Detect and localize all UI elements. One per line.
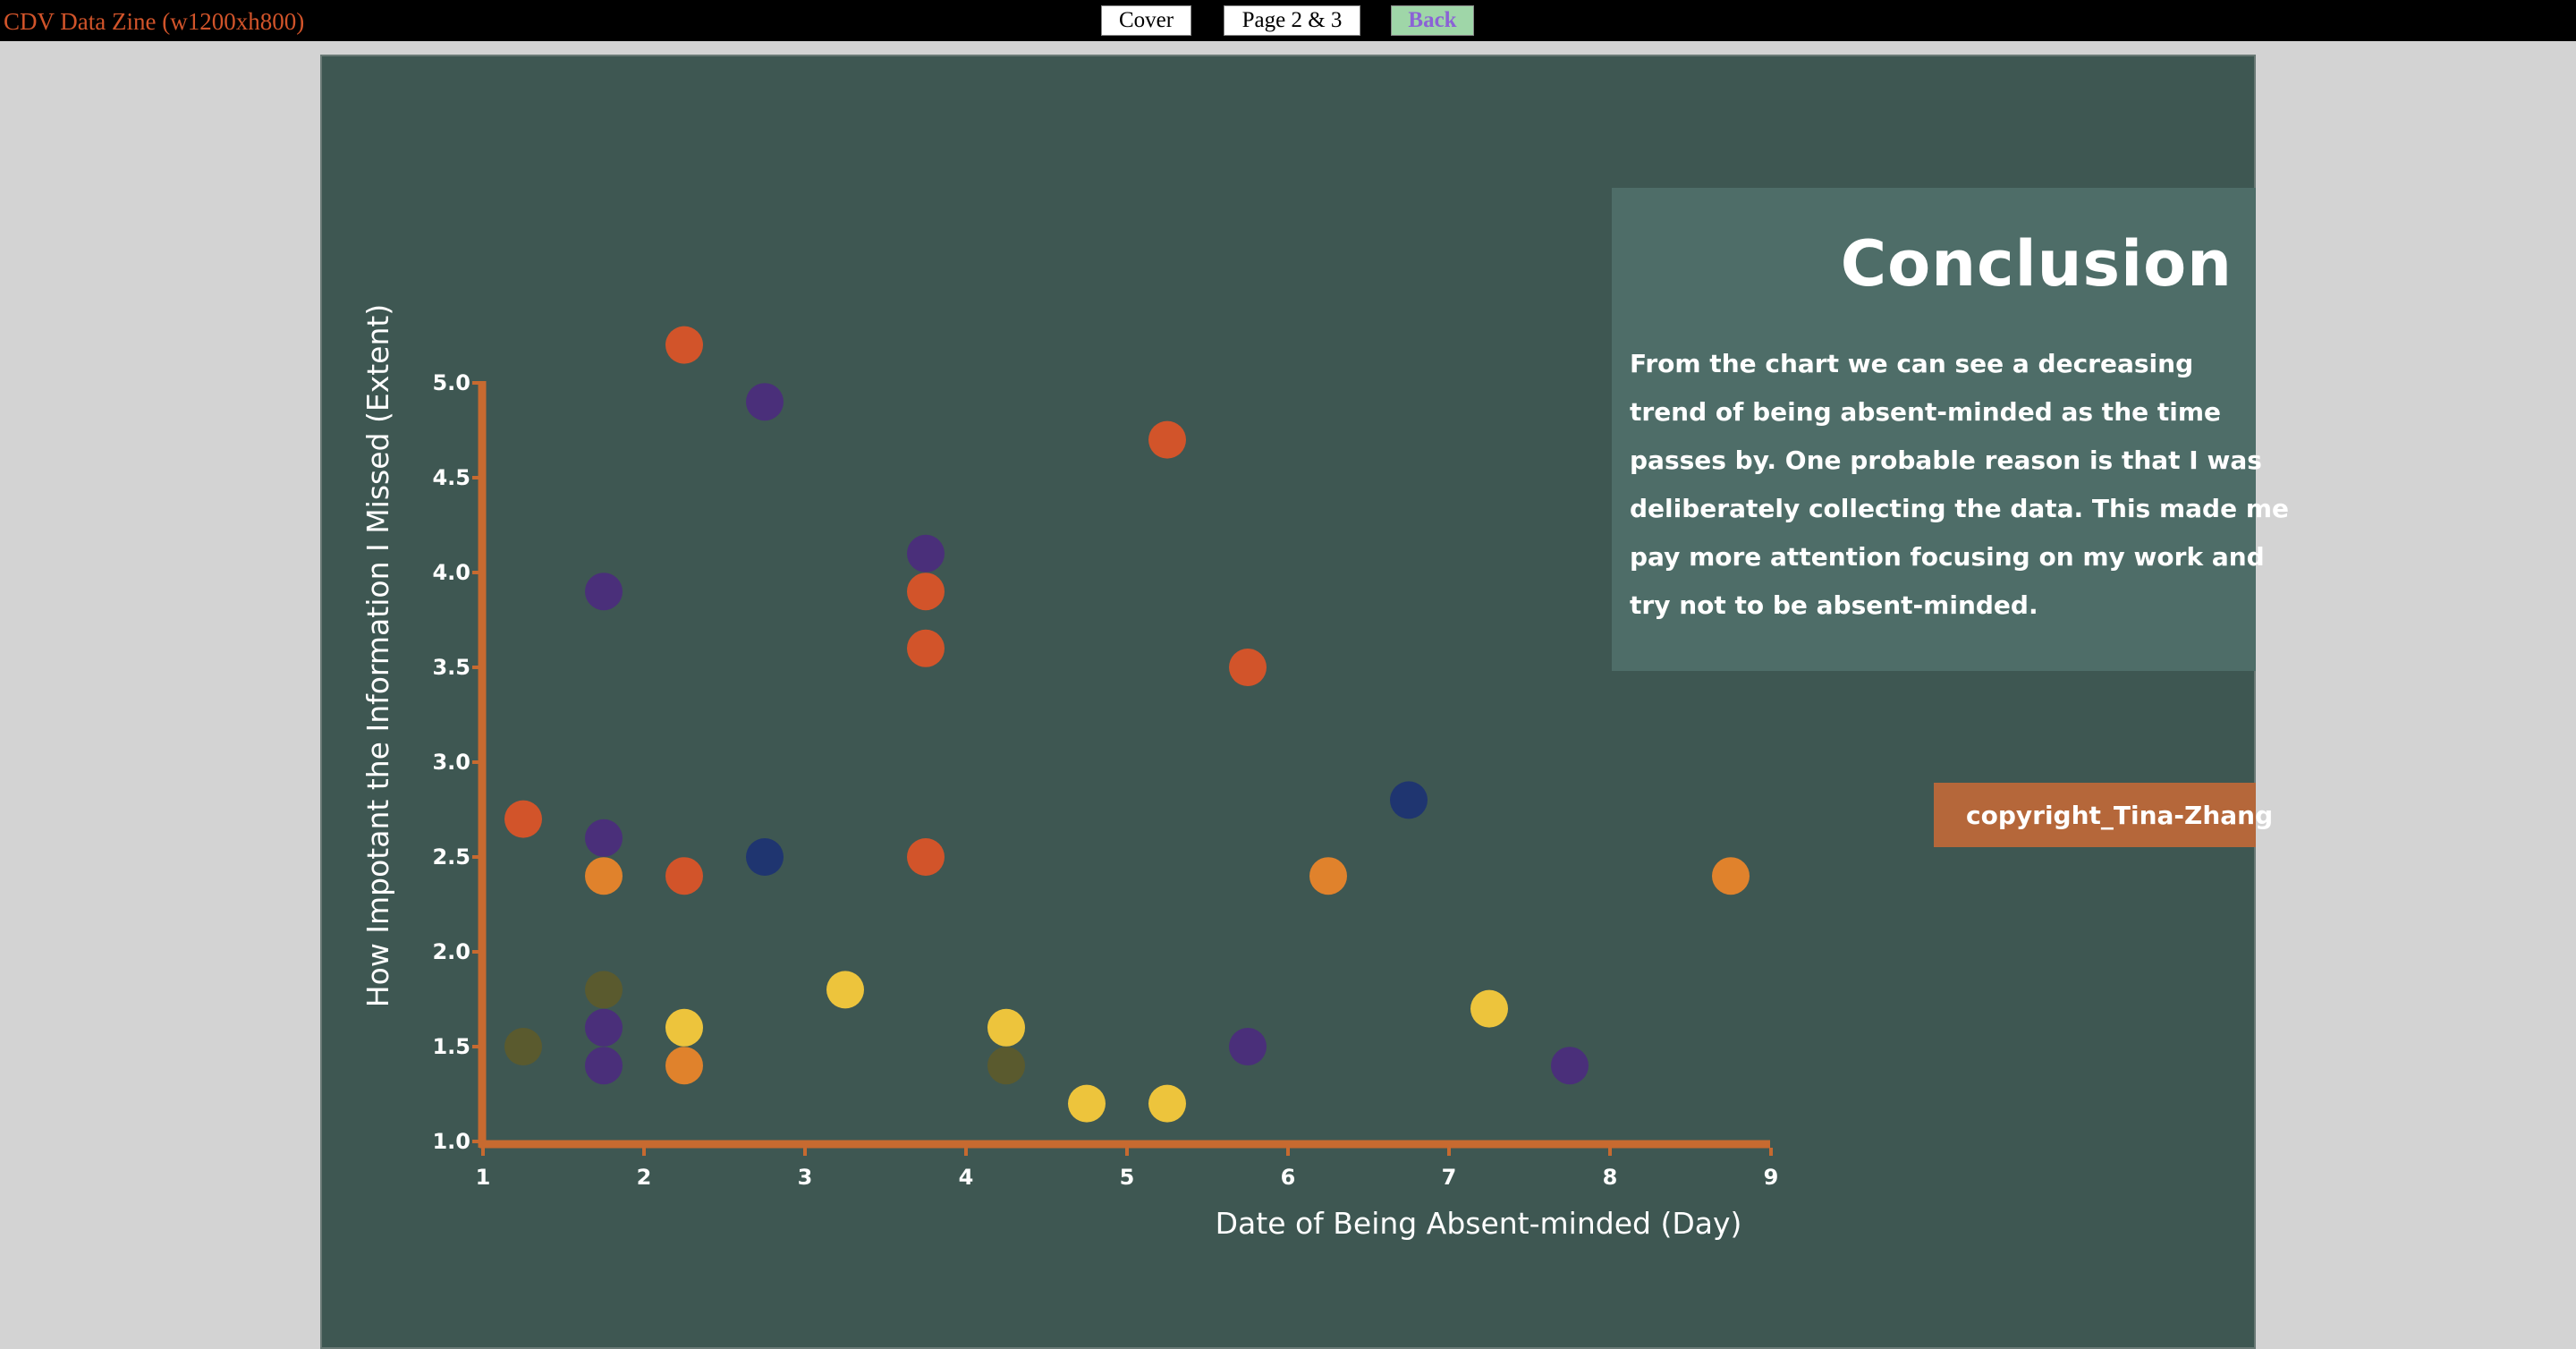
- data-point: [585, 573, 623, 611]
- conclusion-line: trend of being absent-minded as the time: [1630, 397, 2222, 427]
- x-tick-label: 1: [476, 1165, 491, 1190]
- site-title: CDV Data Zine (w1200xh800): [4, 8, 305, 35]
- x-tick-label: 6: [1281, 1165, 1296, 1190]
- data-point: [987, 1047, 1025, 1085]
- y-tick-label: 1.5: [432, 1034, 470, 1059]
- conclusion-text: From the chart we can see a decreasing t…: [1630, 340, 2289, 630]
- data-point: [907, 534, 945, 573]
- x-tick-label: 7: [1442, 1165, 1457, 1190]
- page-2-3-button[interactable]: Page 2 & 3: [1224, 5, 1360, 36]
- back-button[interactable]: Back: [1391, 5, 1474, 36]
- conclusion-panel: Conclusion From the chart we can see a d…: [1612, 188, 2289, 671]
- x-tick-label: 4: [959, 1165, 974, 1190]
- zine-page: 1 2 3 4 5 6 7 8 9 1.0 1.5 2.0 2.5 3.0 3.5 4.0 4.5 5.0 Dat…: [320, 55, 2289, 1349]
- data-point: [585, 857, 623, 895]
- conclusion-title: Conclusion: [1840, 227, 2233, 301]
- conclusion-line: passes by. One probable reason is that I…: [1630, 445, 2262, 475]
- x-tick-label: 8: [1603, 1165, 1618, 1190]
- y-axis-title: How Impotant the Information I Missed (E…: [360, 304, 395, 1007]
- data-point: [1148, 1084, 1186, 1123]
- y-tick-label: 3.0: [432, 750, 470, 775]
- data-point: [665, 1008, 703, 1047]
- data-point: [585, 971, 623, 1009]
- x-tick-label: 9: [1764, 1165, 1779, 1190]
- conclusion-line: deliberately collecting the data. This m…: [1630, 494, 2289, 523]
- data-point: [1068, 1084, 1106, 1123]
- data-point: [504, 1028, 542, 1065]
- conclusion-line: From the chart we can see a decreasing: [1630, 349, 2194, 378]
- y-tick-label: 3.5: [432, 655, 470, 680]
- data-point: [504, 800, 542, 838]
- y-tick-label: 1.0: [432, 1129, 470, 1154]
- copyright-text: copyright_Tina-Zhang: [1966, 801, 2274, 830]
- y-tick-label: 2.5: [432, 844, 470, 870]
- data-point: [1148, 420, 1186, 459]
- top-bar: CDV Data Zine (w1200xh800) Cover Page 2 …: [0, 0, 2576, 41]
- x-tick-label: 5: [1120, 1165, 1135, 1190]
- data-points: [504, 326, 1750, 1123]
- y-tick-label: 5.0: [432, 370, 470, 395]
- data-point: [1390, 781, 1428, 819]
- x-tick-label: 3: [798, 1165, 813, 1190]
- data-point: [665, 857, 703, 895]
- data-point: [746, 383, 784, 421]
- x-axis-title: Date of Being Absent-minded (Day): [1216, 1206, 1742, 1241]
- data-point: [665, 1047, 703, 1085]
- scatter-chart: 1 2 3 4 5 6 7 8 9 1.0 1.5 2.0 2.5 3.0 3.5 4.0 4.5 5.0 Dat…: [360, 304, 1778, 1241]
- axes: 1 2 3 4 5 6 7 8 9 1.0 1.5 2.0 2.5 3.0 3.5 4.0 4.5 5.0: [432, 370, 1778, 1190]
- data-point: [746, 838, 784, 876]
- data-point: [1229, 1028, 1267, 1065]
- data-point: [907, 629, 945, 667]
- conclusion-line: try not to be absent-minded.: [1630, 590, 2038, 620]
- data-point: [585, 819, 623, 857]
- data-point: [1551, 1047, 1589, 1085]
- data-point: [987, 1008, 1025, 1047]
- data-point: [826, 971, 864, 1009]
- cover-button[interactable]: Cover: [1101, 5, 1191, 36]
- copyright-badge: copyright_Tina-Zhang: [1934, 783, 2273, 847]
- data-point: [907, 838, 945, 876]
- data-point: [585, 1008, 623, 1047]
- data-point: [1309, 857, 1347, 895]
- y-tick-label: 4.5: [432, 465, 470, 490]
- data-point: [585, 1047, 623, 1085]
- y-tick-label: 2.0: [432, 939, 470, 964]
- data-point: [1712, 857, 1750, 895]
- data-point: [665, 326, 703, 364]
- conclusion-line: pay more attention focusing on my work a…: [1630, 542, 2265, 572]
- data-point: [1470, 989, 1508, 1028]
- data-point: [907, 573, 945, 611]
- x-tick-label: 2: [637, 1165, 652, 1190]
- y-tick-label: 4.0: [432, 560, 470, 585]
- data-point: [1229, 649, 1267, 686]
